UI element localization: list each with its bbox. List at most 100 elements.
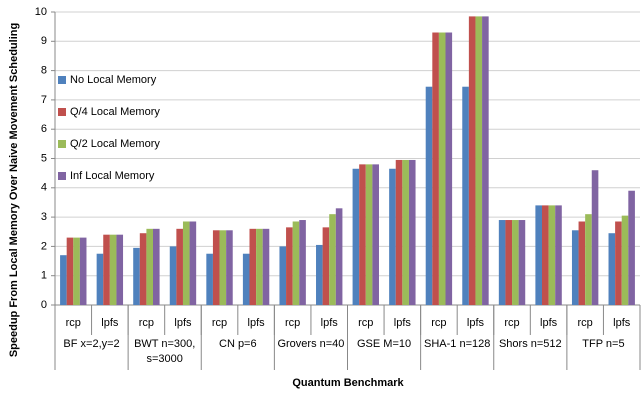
bar — [279, 246, 287, 305]
y-tick-label: 5 — [41, 152, 47, 164]
bar — [359, 164, 366, 305]
bar — [555, 205, 562, 305]
bar — [182, 221, 190, 305]
bar — [262, 228, 270, 305]
group-label: CN p=6 — [219, 338, 257, 350]
bar — [578, 221, 586, 305]
x-tick-label: rcp — [431, 317, 446, 329]
group-label: Grovers n=40 — [277, 338, 344, 350]
x-tick-label: lpfs — [540, 317, 558, 329]
bar — [571, 230, 579, 305]
x-tick-label: lpfs — [248, 317, 266, 329]
y-tick-label: 2 — [41, 240, 47, 252]
y-tick-label: 1 — [41, 270, 47, 282]
bar — [372, 164, 379, 305]
bar — [322, 227, 330, 305]
x-tick-label: lpfs — [467, 317, 485, 329]
bar — [133, 247, 140, 305]
bar — [153, 228, 160, 305]
bar — [212, 230, 220, 305]
x-tick-label: rcp — [358, 317, 373, 329]
bar — [462, 86, 469, 305]
bar — [286, 227, 293, 305]
bar — [146, 228, 154, 305]
bar — [219, 230, 227, 305]
x-tick-label: rcp — [212, 317, 227, 329]
x-tick-label: rcp — [285, 317, 300, 329]
x-tick-label: lpfs — [101, 317, 119, 329]
bar — [628, 190, 635, 305]
bar — [226, 230, 233, 305]
bar — [109, 234, 117, 305]
y-tick-label: 4 — [41, 182, 47, 194]
bar — [432, 32, 439, 305]
y-tick-label: 9 — [41, 35, 47, 47]
bar — [615, 221, 622, 305]
x-tick-label: lpfs — [613, 317, 631, 329]
bar — [475, 16, 483, 306]
y-tick-label: 8 — [41, 65, 47, 77]
bar — [352, 168, 360, 305]
bar — [482, 16, 489, 306]
x-tick-label: rcp — [139, 317, 154, 329]
bar — [169, 246, 177, 305]
legend-swatch — [58, 172, 66, 180]
x-tick-label: rcp — [66, 317, 81, 329]
group-label: GSE M=10 — [357, 338, 411, 350]
bar — [408, 159, 416, 305]
bar — [438, 32, 446, 305]
bar — [518, 220, 526, 305]
bar — [316, 244, 323, 305]
legend-label: Q/2 Local Memory — [70, 138, 160, 150]
bar — [73, 237, 80, 305]
bar — [242, 253, 250, 305]
bar — [60, 255, 67, 305]
bar — [365, 164, 373, 305]
bar — [139, 233, 147, 305]
group-label: Shors n=512 — [499, 338, 562, 350]
group-label: BF x=2,y=2 — [63, 338, 119, 350]
bar — [498, 220, 506, 305]
bar — [389, 168, 396, 305]
x-tick-label: lpfs — [394, 317, 412, 329]
group-label: s=3000 — [146, 353, 182, 365]
bar — [79, 237, 87, 305]
bar — [329, 214, 336, 305]
bar — [468, 16, 476, 306]
bar — [541, 205, 549, 305]
bar — [505, 220, 513, 305]
legend-label: Q/4 Local Memory — [70, 106, 160, 118]
bar — [249, 228, 257, 305]
legend-swatch — [58, 76, 66, 84]
x-axis-title: Quantum Benchmark — [292, 377, 404, 389]
bar — [206, 253, 213, 305]
legend-label: Inf Local Memory — [70, 170, 155, 182]
x-tick-label: lpfs — [174, 317, 192, 329]
legend-swatch — [58, 140, 66, 148]
bar — [512, 220, 519, 305]
bar — [621, 215, 629, 305]
x-tick-label: rcp — [578, 317, 593, 329]
bar — [176, 228, 183, 305]
bar — [96, 253, 104, 305]
bar — [292, 221, 300, 305]
bar — [535, 205, 542, 305]
y-tick-label: 3 — [41, 211, 47, 223]
bar — [548, 205, 556, 305]
x-tick-label: rcp — [504, 317, 519, 329]
y-axis-title: Speedup From Local Memory Over Naive Mov… — [8, 23, 20, 357]
legend-swatch — [58, 108, 66, 116]
bar — [445, 32, 453, 305]
bar — [335, 208, 343, 305]
bar — [256, 228, 263, 305]
group-label: TFP n=5 — [582, 338, 624, 350]
x-tick-label: lpfs — [321, 317, 339, 329]
bar — [103, 234, 110, 305]
group-label: SHA-1 n=128 — [424, 338, 490, 350]
legend-label: No Local Memory — [70, 74, 157, 86]
bar — [189, 221, 197, 305]
y-tick-label: 7 — [41, 94, 47, 106]
y-tick-label: 6 — [41, 123, 47, 135]
bar — [116, 234, 124, 305]
